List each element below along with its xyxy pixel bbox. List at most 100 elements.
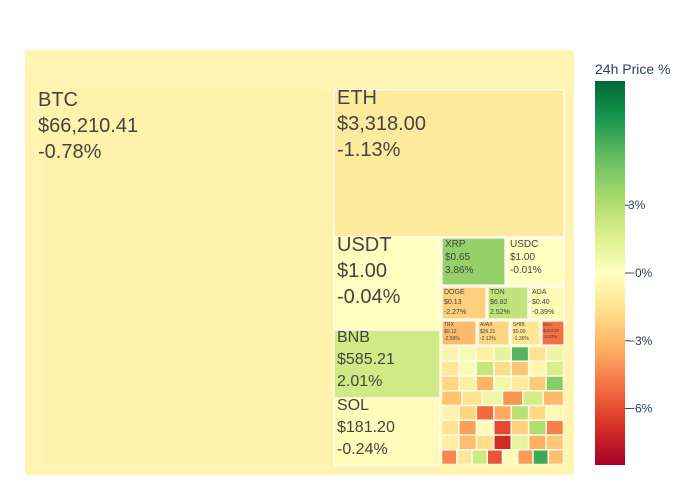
small-tile[interactable] — [476, 420, 494, 435]
tile-usdt[interactable]: USDT $1.00 -0.04% — [333, 234, 441, 331]
small-tile[interactable] — [546, 420, 564, 435]
tile-change: -2.27% — [444, 309, 466, 316]
small-tile[interactable] — [441, 435, 459, 450]
small-tile[interactable] — [494, 405, 511, 420]
small-tile[interactable] — [457, 450, 472, 465]
small-tile[interactable] — [528, 361, 546, 376]
small-tile[interactable] — [441, 361, 459, 376]
tile-symbol: TON — [490, 289, 505, 296]
small-tile[interactable] — [494, 361, 511, 376]
tile-sol[interactable]: SOL $181.20 -0.24% — [333, 397, 441, 466]
small-tile[interactable] — [476, 376, 494, 391]
tile-shib[interactable]: SHIB$0.00-1.36% — [510, 320, 541, 346]
small-tile[interactable] — [441, 376, 459, 391]
tile-rect — [333, 397, 441, 466]
small-tile[interactable] — [459, 405, 477, 420]
small-tile[interactable] — [511, 346, 529, 361]
small-tile[interactable] — [494, 420, 511, 435]
small-tile[interactable] — [441, 391, 462, 406]
small-tile[interactable] — [459, 376, 477, 391]
small-tile[interactable] — [543, 391, 564, 406]
small-tile[interactable] — [546, 361, 564, 376]
tile-price: $66,210.41 — [38, 115, 138, 137]
small-tile[interactable] — [487, 450, 503, 465]
small-tile[interactable] — [494, 346, 511, 361]
small-tile[interactable] — [441, 405, 459, 420]
small-tile[interactable] — [441, 346, 459, 361]
small-tile[interactable] — [502, 450, 518, 465]
tile-price: $181.20 — [337, 419, 395, 436]
tile-price: $3,318.00 — [337, 113, 426, 135]
tile-rect — [441, 286, 487, 320]
small-tile[interactable] — [494, 376, 511, 391]
small-tile[interactable] — [441, 450, 457, 465]
small-tile[interactable] — [476, 405, 494, 420]
small-tile[interactable] — [459, 435, 477, 450]
tile-bnb[interactable]: BNB $585.21 2.01% — [333, 329, 441, 399]
small-tile[interactable] — [546, 376, 564, 391]
small-tile[interactable] — [528, 405, 546, 420]
small-tile[interactable] — [518, 450, 533, 465]
small-tile[interactable] — [533, 450, 548, 465]
colorbar-tick-label: 3% — [628, 198, 646, 212]
tile-ada[interactable]: ADA $0.40 -0.39% — [529, 286, 565, 320]
treemap-tiles: BTC $66,210.41 -0.78% ETH $3,318.00 -1.13% USD… — [38, 87, 565, 466]
tile-usdc[interactable]: USDC $1.00 -0.01% — [506, 237, 565, 286]
small-tile[interactable] — [546, 405, 564, 420]
tile-symbol: DOGE — [444, 289, 465, 296]
tile-symbol: XRP — [445, 239, 466, 250]
tile-symbol: BTC — [38, 89, 78, 111]
tile-ton[interactable]: TON $6.82 2.52% — [487, 286, 529, 320]
small-tile[interactable] — [441, 420, 459, 435]
tile-btc[interactable]: BTC $66,210.41 -0.78% — [38, 89, 334, 465]
tile-change: -0.04% — [337, 286, 401, 308]
tile-rect — [529, 286, 565, 320]
tile-rect — [510, 320, 541, 346]
small-tile[interactable] — [523, 391, 543, 406]
tile-symbol: USDC — [510, 239, 538, 250]
tile-symbol: TRX — [444, 322, 455, 328]
tile-bch[interactable]: BCH$423.07-5.03% — [541, 320, 565, 346]
small-tile[interactable] — [459, 346, 477, 361]
tile-price: $6.82 — [490, 299, 508, 306]
tile-rect — [333, 89, 565, 238]
small-tile[interactable] — [511, 420, 529, 435]
small-tile[interactable] — [511, 361, 529, 376]
tile-symbol: SHIB — [513, 322, 525, 328]
tile-xrp[interactable]: XRP $0.65 3.86% — [441, 237, 506, 286]
tile-change: -2.99% — [444, 336, 460, 342]
colorbar-tick-label: −6% — [628, 402, 653, 416]
tile-change: 3.86% — [445, 265, 473, 276]
small-tile[interactable] — [528, 376, 546, 391]
small-tile[interactable] — [472, 450, 487, 465]
tile-rect — [477, 320, 510, 346]
small-tile[interactable] — [459, 361, 477, 376]
colorbar-title: 24h Price % — [595, 61, 670, 77]
small-tile[interactable] — [528, 346, 546, 361]
small-tile[interactable] — [462, 391, 482, 406]
small-tile[interactable] — [511, 405, 529, 420]
small-tile[interactable] — [494, 435, 511, 450]
small-tile[interactable] — [528, 420, 546, 435]
tile-trx[interactable]: TRX$0.12-2.99% — [441, 320, 477, 346]
small-tile[interactable] — [482, 391, 503, 406]
small-tile[interactable] — [546, 435, 564, 450]
tile-price: $0.00 — [513, 329, 526, 335]
colorbar-tick-label: −3% — [628, 334, 653, 348]
small-tile[interactable] — [502, 391, 523, 406]
small-tile[interactable] — [511, 376, 529, 391]
tile-eth[interactable]: ETH $3,318.00 -1.13% — [333, 87, 565, 238]
tile-doge[interactable]: DOGE $0.13 -2.27% — [441, 286, 487, 320]
small-tile[interactable] — [459, 420, 477, 435]
tile-avax[interactable]: AVAX$26.21-2.12% — [477, 320, 510, 346]
tile-change: -0.01% — [510, 265, 542, 276]
tile-change: -2.12% — [480, 336, 496, 342]
small-tile[interactable] — [476, 361, 494, 376]
small-tile[interactable] — [528, 435, 546, 450]
small-tile[interactable] — [548, 450, 564, 465]
small-tile[interactable] — [476, 435, 494, 450]
tile-change: 2.01% — [337, 373, 382, 390]
small-tile[interactable] — [511, 435, 529, 450]
small-tile[interactable] — [546, 346, 564, 361]
small-tile[interactable] — [476, 346, 494, 361]
